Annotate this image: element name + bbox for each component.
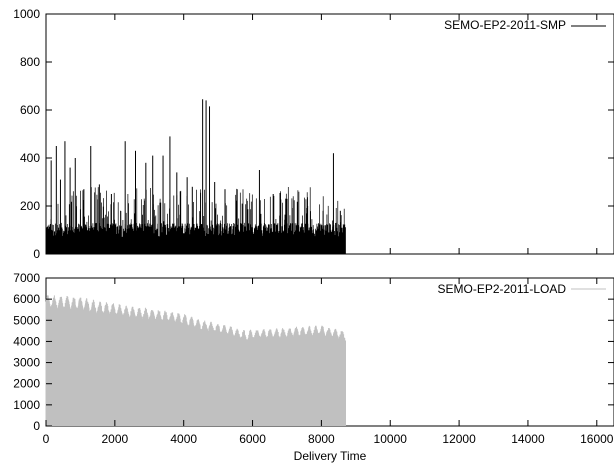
smp-y-axis-ticks: 0 200 400 600 800 1000 — [13, 7, 614, 261]
smp-legend-label: SEMO-EP2-2011-SMP — [444, 18, 566, 32]
load-legend: SEMO-EP2-2011-LOAD — [438, 282, 606, 296]
load-area-marks — [45, 295, 346, 426]
load-xtick-label-2: 4000 — [170, 432, 197, 446]
load-ytick-label-2: 2000 — [13, 377, 40, 391]
load-ytick-label-7: 7000 — [13, 271, 40, 285]
load-ytick-label-1: 1000 — [13, 398, 40, 412]
load-ytick-label-3: 3000 — [13, 356, 40, 370]
load-xtick-label-5: 10000 — [374, 432, 408, 446]
load-impulses — [45, 295, 346, 426]
load-y-axis-ticks: 0 1000 2000 3000 4000 5000 6000 7000 — [13, 271, 614, 433]
smp-impulse-marks — [45, 99, 346, 254]
smp-plot-frame — [45, 13, 614, 255]
load-xtick-label-3: 6000 — [239, 432, 266, 446]
smp-ytick-label-1: 200 — [20, 199, 40, 213]
smp-legend: SEMO-EP2-2011-SMP — [444, 18, 606, 32]
load-xtick-label-0: 0 — [43, 432, 50, 446]
load-ytick-label-6: 6000 — [13, 292, 40, 306]
load-panel: 0 1000 2000 3000 4000 5000 6000 7000 0 2000 4000 6… — [13, 271, 614, 463]
load-ytick-label-4: 4000 — [13, 334, 40, 348]
load-legend-label: SEMO-EP2-2011-LOAD — [438, 282, 567, 296]
load-xtick-label-8: 16000 — [580, 432, 614, 446]
smp-panel: 0 200 400 600 800 1000 SEMO-EP2-2011-SMP — [13, 7, 614, 261]
smp-ytick-label-3: 600 — [20, 103, 40, 117]
load-ytick-label-5: 5000 — [13, 313, 40, 327]
smp-ytick-label-2: 400 — [20, 151, 40, 165]
load-xtick-label-7: 14000 — [511, 432, 545, 446]
load-x-axis-ticks: 0 2000 4000 6000 8000 10000 12000 14000 16000 — [43, 278, 614, 446]
load-xtick-label-1: 2000 — [101, 432, 128, 446]
load-xtick-label-6: 12000 — [442, 432, 476, 446]
smp-ytick-label-5: 1000 — [13, 7, 40, 21]
smp-ytick-label-4: 800 — [20, 55, 40, 69]
load-ytick-label-0: 0 — [33, 419, 40, 433]
x-axis-label: Delivery Time — [294, 449, 367, 463]
smp-ytick-label-0: 0 — [33, 247, 40, 261]
load-xtick-label-4: 8000 — [308, 432, 335, 446]
